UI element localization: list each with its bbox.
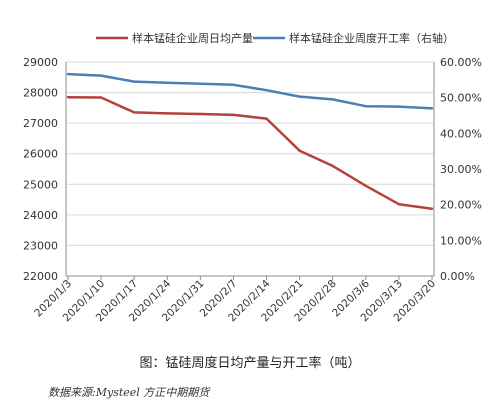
chart: 样本锰硅企业周日均产量 样本锰硅企业周度开工率（右轴） 22000 23000 24… — [23, 31, 482, 324]
data-source-note: 数据来源:Mysteel 方正中期期货 — [48, 386, 210, 399]
data-point-utilization — [99, 74, 103, 77]
data-point-production — [397, 202, 401, 206]
data-point-utilization — [132, 80, 136, 83]
data-point-production — [132, 111, 136, 114]
y-right-tick-label: 0.00% — [440, 270, 475, 283]
legend-label-utilization: 样本锰硅企业周度开工率（右轴） — [289, 31, 454, 45]
data-point-utilization — [265, 88, 268, 92]
y-left-tick-label: 27000 — [23, 117, 58, 130]
data-point-production — [364, 184, 368, 188]
data-point-production — [298, 149, 301, 152]
y-left-tick-label: 25000 — [23, 178, 58, 191]
data-point-utilization — [298, 95, 301, 98]
series-line-utilization — [67, 72, 433, 110]
data-point-utilization — [166, 81, 169, 84]
legend-label-production: 样本锰硅企业周日均产量 — [132, 31, 253, 45]
data-point-production — [430, 207, 434, 210]
y-right-tick-label: 40.00% — [440, 127, 482, 140]
data-point-utilization — [232, 83, 235, 87]
y-right-tick-label: 30.00% — [440, 163, 482, 176]
y-right-tick-label: 20.00% — [440, 199, 482, 212]
data-point-utilization — [397, 105, 401, 108]
legend: 样本锰硅企业周日均产量 样本锰硅企业周度开工率（右轴） — [96, 31, 454, 45]
y-left-tick-label: 23000 — [23, 239, 58, 252]
data-point-production — [66, 95, 70, 99]
y-right-tick-label: 10.00% — [440, 234, 482, 247]
y-left-tick-label: 29000 — [23, 56, 58, 69]
data-point-production — [166, 112, 169, 115]
data-point-utilization — [364, 105, 368, 108]
y-left-tick-label: 26000 — [23, 148, 58, 161]
series-line-production — [67, 95, 433, 210]
data-point-production — [232, 113, 235, 117]
data-point-utilization — [430, 107, 434, 110]
y-left-tick-label: 22000 — [23, 270, 58, 283]
data-point-production — [99, 96, 103, 99]
data-point-production — [331, 164, 334, 168]
data-point-production — [265, 117, 268, 120]
data-point-utilization — [199, 82, 202, 85]
series-lines — [66, 72, 434, 210]
y-right-tick-label: 50.00% — [440, 92, 482, 105]
y-right-tick-label: 60.00% — [440, 56, 482, 69]
data-point-production — [199, 112, 202, 116]
grid — [66, 61, 434, 277]
y-left-tick-label: 24000 — [23, 209, 58, 222]
data-point-utilization — [66, 72, 70, 76]
figure-caption: 图：锰硅周度日均产量与开工率（吨） — [139, 356, 361, 371]
y-left-tick-label: 28000 — [23, 87, 58, 100]
data-point-utilization — [331, 98, 334, 101]
